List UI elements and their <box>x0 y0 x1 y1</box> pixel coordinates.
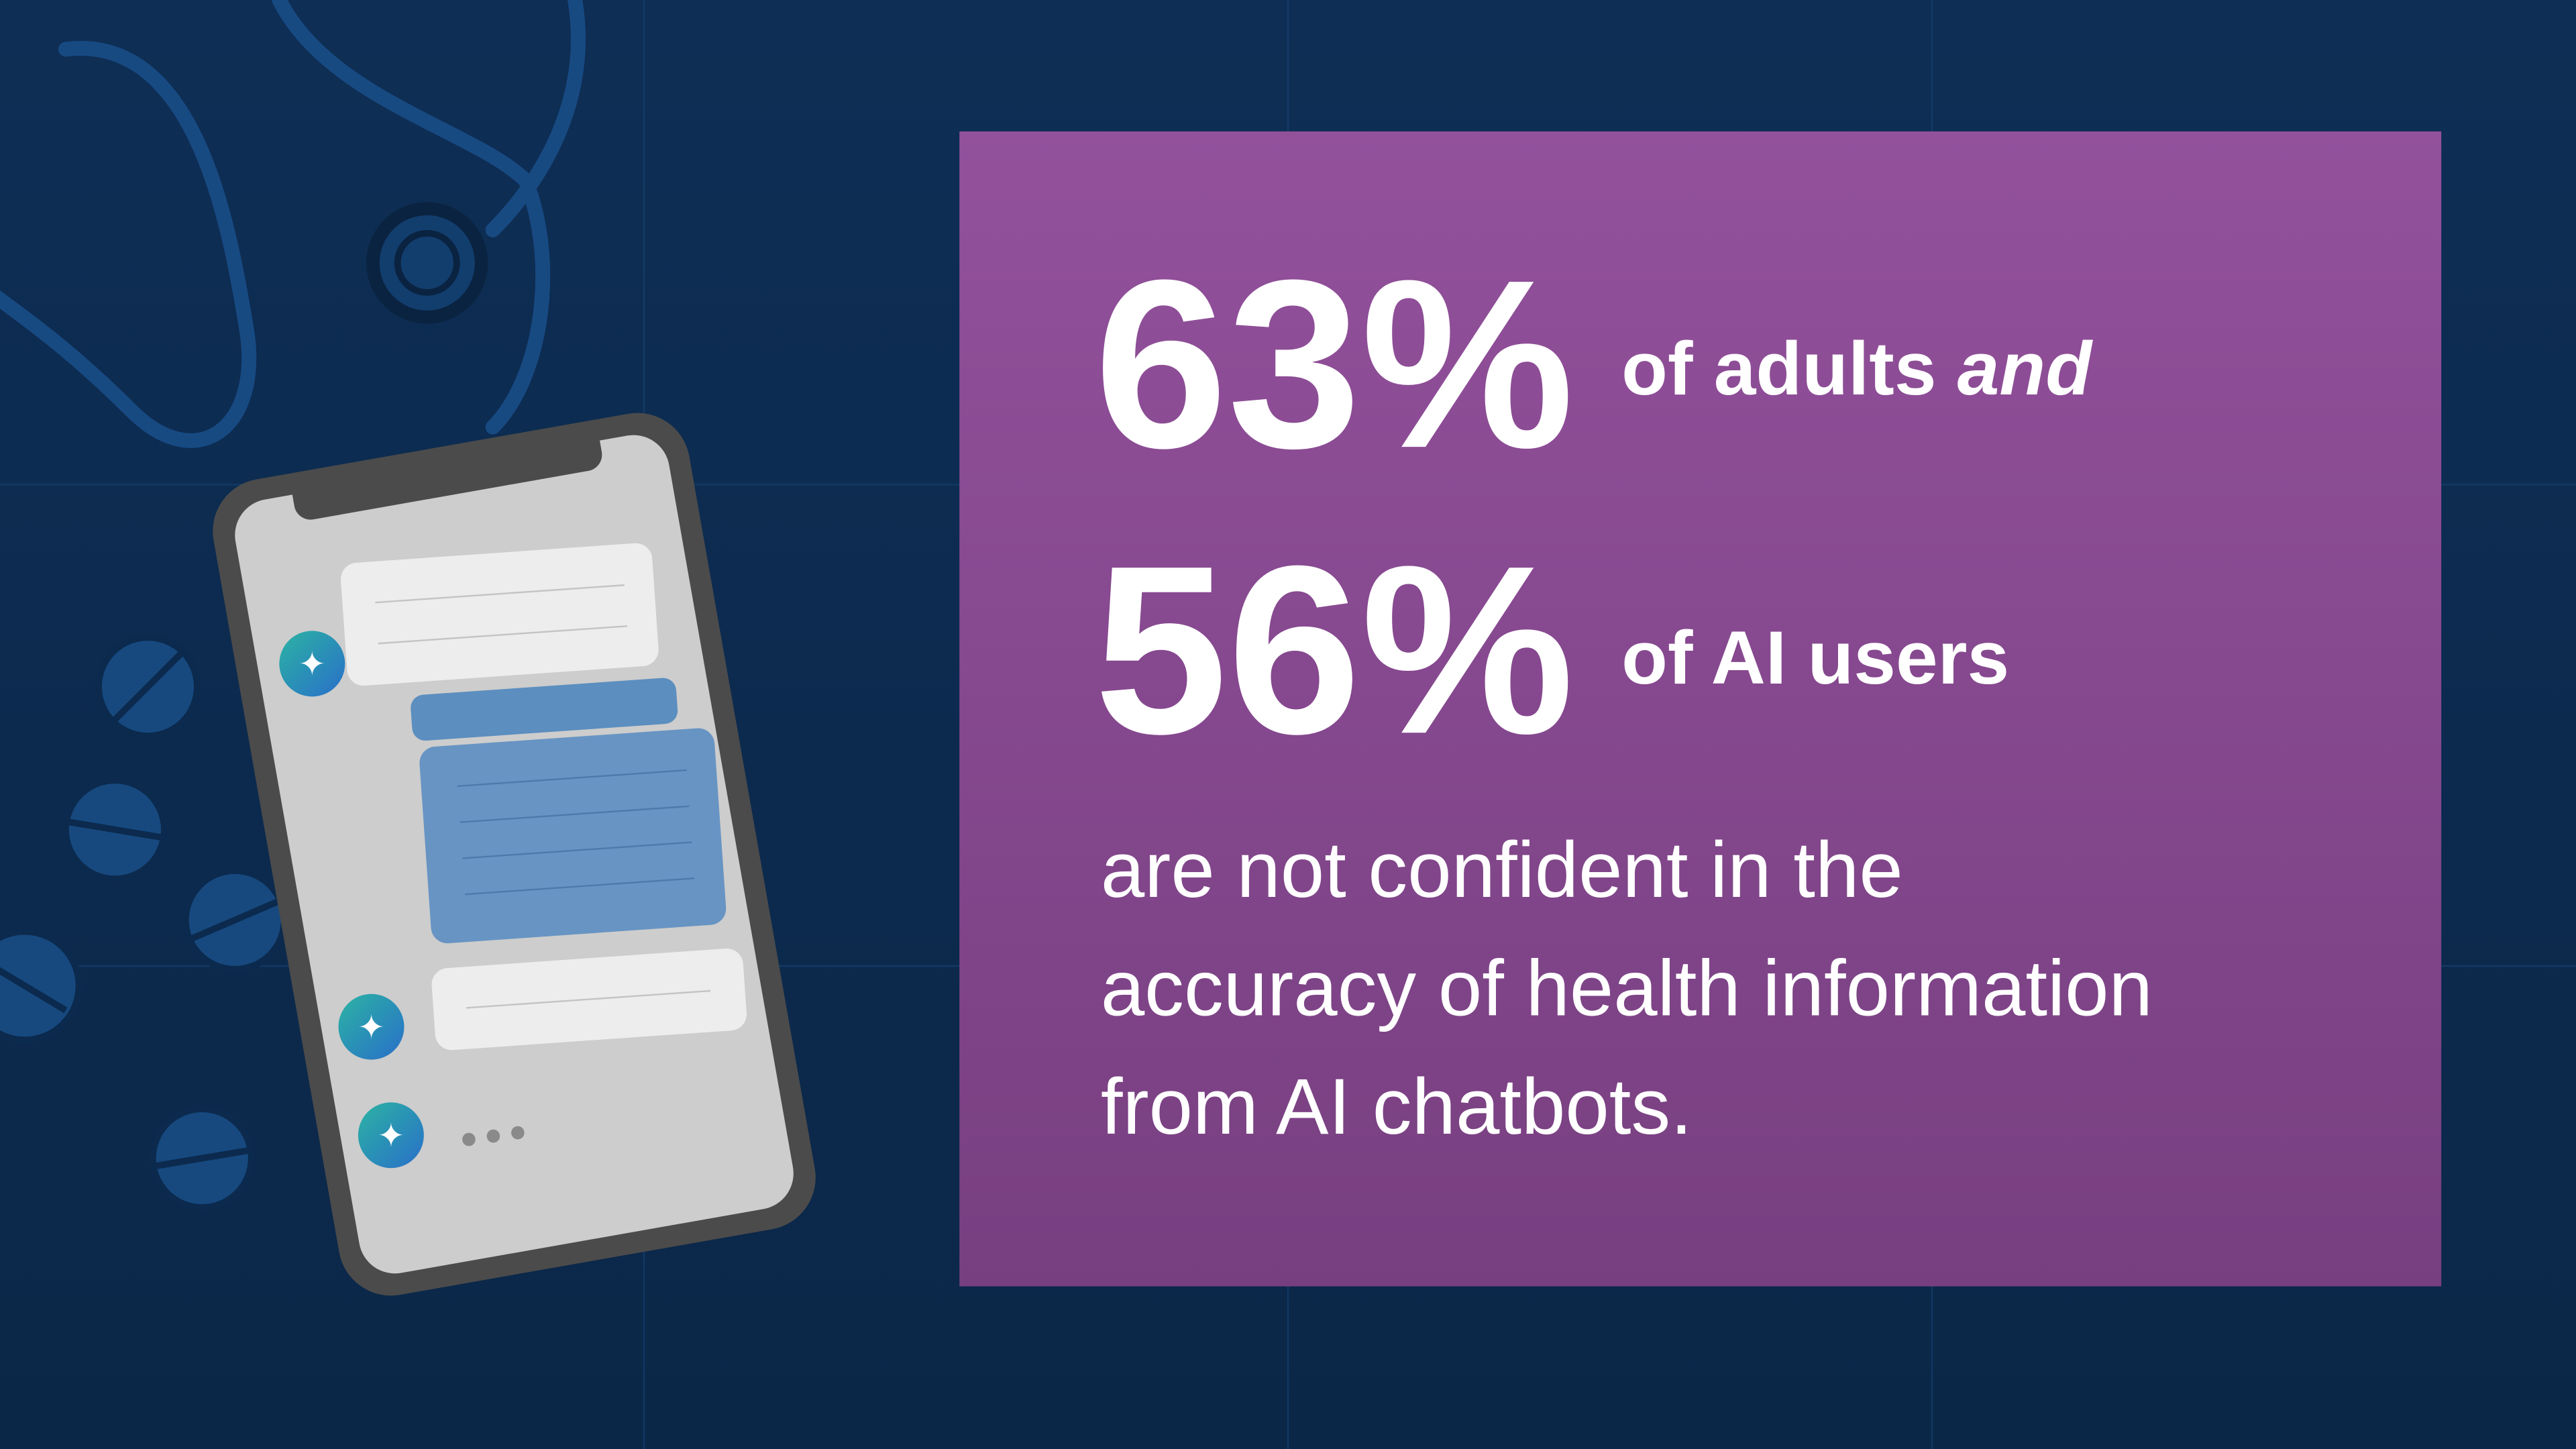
stat-figure: 56% <box>1094 515 1574 784</box>
stethoscope <box>0 0 586 448</box>
svg-text:✦: ✦ <box>358 1010 385 1046</box>
stat-text: 63% of adults and 56% of AI users are no… <box>1094 229 2153 1150</box>
stat-text: of AI users <box>1621 615 2009 700</box>
stat-label: of adults and <box>1621 326 2093 411</box>
stat-text: of adults <box>1621 326 1936 411</box>
body-line: from AI chatbots. <box>1101 1063 1693 1150</box>
bot-avatars: ✦ ✦ ✦ <box>279 631 424 1169</box>
svg-text:✦: ✦ <box>377 1118 405 1154</box>
chat <box>341 543 747 1146</box>
svg-text:✦: ✦ <box>299 647 326 683</box>
pills <box>0 634 288 1211</box>
body-line: accuracy of health information <box>1101 944 2153 1032</box>
stat-emphasis: and <box>1957 326 2093 411</box>
body-line: are not confident in the <box>1101 826 1903 914</box>
stat-figure: 63% <box>1094 229 1574 498</box>
stat-panel <box>959 131 2442 1287</box>
